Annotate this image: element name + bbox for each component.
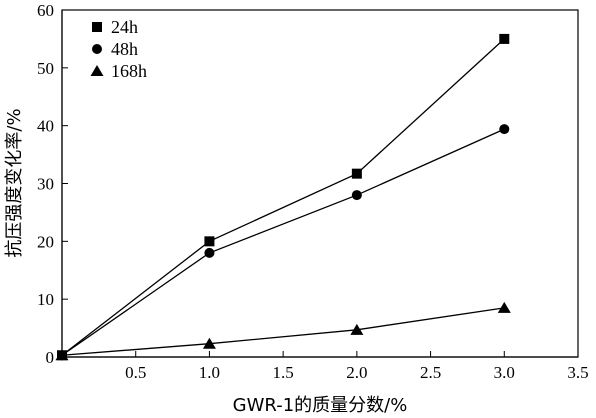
x-tick-label: 3.5 bbox=[567, 363, 588, 382]
y-tick-label: 30 bbox=[37, 175, 54, 194]
x-tick-label: 2.5 bbox=[420, 363, 441, 382]
y-tick-label: 10 bbox=[37, 290, 54, 309]
data-point-168h bbox=[202, 337, 216, 349]
legend-marker-48h bbox=[92, 44, 102, 54]
series-layer bbox=[55, 33, 511, 361]
data-point-48h bbox=[204, 247, 215, 258]
x-tick-label: 0.5 bbox=[125, 363, 146, 382]
legend-marker-24h bbox=[92, 22, 102, 32]
y-axis: 0 10 20 30 40 50 60 bbox=[37, 1, 68, 367]
series-line-168h bbox=[61, 307, 505, 356]
x-tick-label: 3.0 bbox=[494, 363, 515, 382]
legend-label-48h: 48h bbox=[111, 39, 138, 59]
data-point-168h bbox=[497, 301, 511, 313]
data-point-168h bbox=[350, 323, 364, 335]
data-point-48h bbox=[499, 124, 510, 135]
data-point-24h bbox=[351, 168, 362, 179]
series-line-48h bbox=[61, 128, 505, 356]
data-point-24h bbox=[204, 236, 215, 247]
legend-label-24h: 24h bbox=[111, 17, 138, 37]
data-point-24h bbox=[499, 33, 510, 44]
y-tick-label: 60 bbox=[37, 1, 54, 20]
x-axis: 0.5 1.0 1.5 2.0 2.5 3.0 3.5 bbox=[62, 351, 589, 382]
data-point-168h bbox=[55, 349, 69, 361]
y-tick-label: 40 bbox=[37, 117, 54, 136]
x-axis-title: GWR-1的质量分数/% bbox=[233, 395, 408, 416]
y-tick-label: 0 bbox=[46, 348, 55, 367]
y-tick-label: 50 bbox=[37, 59, 54, 78]
x-tick-label: 1.0 bbox=[199, 363, 220, 382]
data-point-48h bbox=[351, 190, 362, 201]
y-axis-title: 抗压强度变化率/% bbox=[4, 108, 25, 257]
x-tick-label: 1.5 bbox=[273, 363, 294, 382]
x-tick-label: 2.0 bbox=[346, 363, 367, 382]
legend-label-168h: 168h bbox=[111, 61, 147, 81]
legend-marker-168h bbox=[90, 65, 104, 76]
series-line-24h bbox=[61, 38, 505, 356]
y-tick-label: 20 bbox=[37, 232, 54, 251]
